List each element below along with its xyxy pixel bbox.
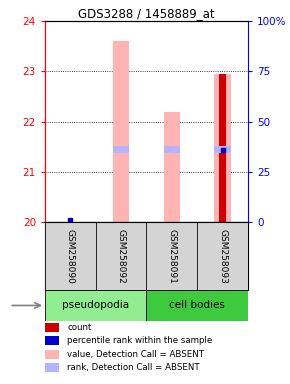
Bar — [45, 350, 59, 359]
Text: cell bodies: cell bodies — [169, 300, 225, 311]
Bar — [164, 112, 180, 222]
Text: GSM258093: GSM258093 — [218, 229, 227, 284]
FancyBboxPatch shape — [197, 222, 248, 290]
FancyBboxPatch shape — [146, 222, 197, 290]
Text: rank, Detection Call = ABSENT: rank, Detection Call = ABSENT — [67, 363, 200, 372]
Bar — [113, 41, 129, 222]
Text: GSM258092: GSM258092 — [117, 229, 126, 284]
FancyBboxPatch shape — [96, 222, 146, 290]
Bar — [214, 74, 231, 222]
Bar — [45, 323, 59, 332]
Title: GDS3288 / 1458889_at: GDS3288 / 1458889_at — [78, 7, 215, 20]
Bar — [219, 74, 226, 222]
Bar — [113, 146, 129, 153]
Text: count: count — [67, 323, 92, 332]
Bar — [45, 336, 59, 345]
Text: percentile rank within the sample: percentile rank within the sample — [67, 336, 213, 345]
Text: pseudopodia: pseudopodia — [62, 300, 129, 311]
Text: GSM258091: GSM258091 — [167, 229, 176, 284]
FancyBboxPatch shape — [45, 222, 96, 290]
Bar — [45, 363, 59, 372]
FancyBboxPatch shape — [146, 290, 248, 321]
Bar — [164, 146, 180, 153]
Text: value, Detection Call = ABSENT: value, Detection Call = ABSENT — [67, 350, 204, 359]
Bar — [214, 146, 231, 153]
Text: GSM258090: GSM258090 — [66, 229, 75, 284]
FancyBboxPatch shape — [45, 290, 146, 321]
